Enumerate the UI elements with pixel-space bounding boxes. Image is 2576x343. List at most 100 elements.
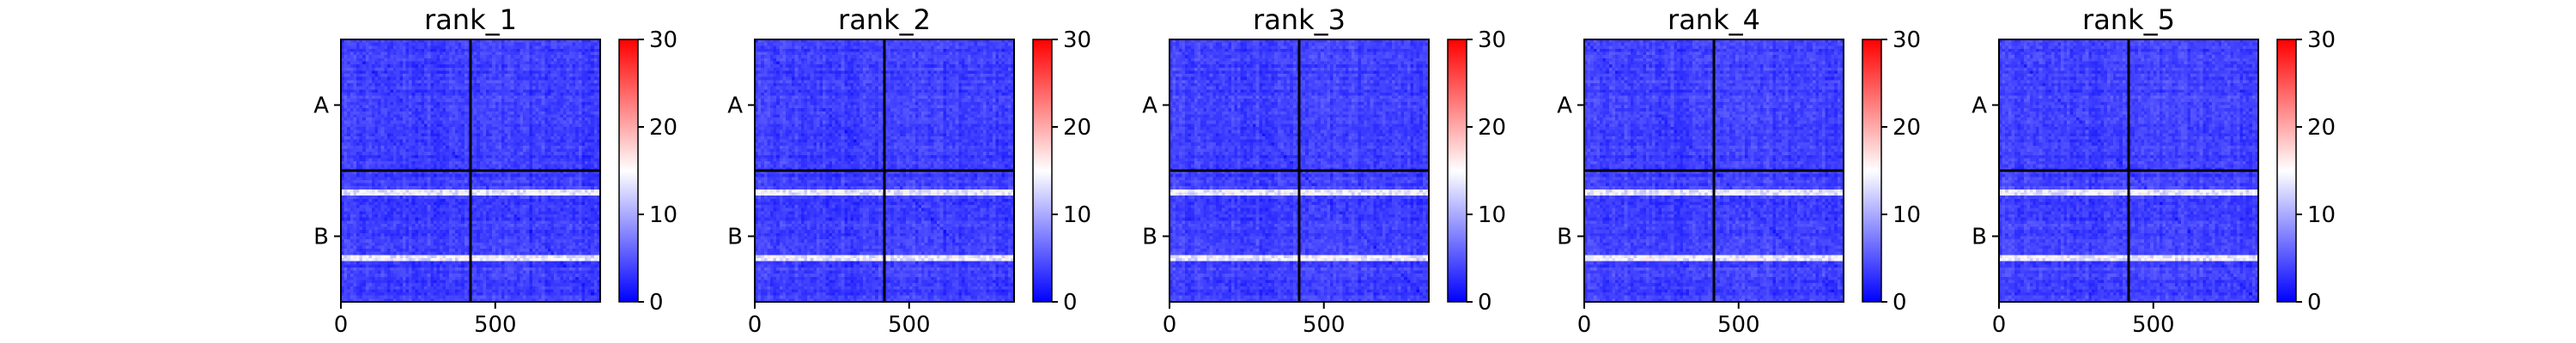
heatmap-cell <box>538 108 542 111</box>
heatmap-cell <box>591 130 594 134</box>
heatmap-cell <box>356 161 360 165</box>
heatmap-cell <box>566 158 569 161</box>
heatmap-cell <box>538 130 542 134</box>
heatmap-cell <box>391 62 394 65</box>
heatmap-cell <box>511 158 514 161</box>
heatmap-cell <box>452 58 455 62</box>
heatmap-cell <box>581 140 585 143</box>
heatmap-cell <box>387 149 391 153</box>
heatmap-cell <box>529 93 532 96</box>
heatmap-cell <box>495 68 499 71</box>
heatmap-cell <box>399 111 403 115</box>
heatmap-cell <box>368 70 372 74</box>
heatmap-cell <box>378 105 381 109</box>
heatmap-cell <box>393 83 397 87</box>
heatmap-cell <box>428 93 431 96</box>
heatmap-cell <box>532 70 536 74</box>
heatmap-cell <box>418 142 422 146</box>
heatmap-cell <box>505 45 508 49</box>
heatmap-cell <box>554 68 557 71</box>
heatmap-cell <box>436 102 440 105</box>
heatmap-cell <box>588 62 592 65</box>
heatmap-cell <box>505 43 508 46</box>
heatmap-cell <box>360 43 363 46</box>
heatmap-cell <box>594 70 598 74</box>
heatmap-cell <box>455 121 459 124</box>
heatmap-cell <box>378 146 381 149</box>
heatmap-cell <box>344 130 348 134</box>
heatmap-cell <box>501 68 505 71</box>
heatmap-cell <box>428 111 431 115</box>
heatmap-cell <box>520 96 524 99</box>
heatmap-cell <box>538 149 542 153</box>
heatmap-cell <box>372 99 375 102</box>
heatmap-cell <box>483 87 486 90</box>
heatmap-cell <box>511 111 514 115</box>
heatmap-cell <box>452 158 455 161</box>
heatmap-cell <box>532 68 536 71</box>
heatmap-cell <box>366 62 369 65</box>
heatmap-cell <box>378 117 381 121</box>
heatmap-cell <box>542 77 545 81</box>
heatmap-cell <box>523 55 526 58</box>
heatmap-cell <box>498 158 501 161</box>
heatmap-cell <box>544 87 548 90</box>
heatmap-cell <box>529 114 532 117</box>
heatmap-cell <box>375 158 379 161</box>
heatmap-cell <box>554 133 557 136</box>
heatmap-cell <box>581 45 585 49</box>
heatmap-cell <box>412 114 416 117</box>
heatmap-cell <box>529 130 532 134</box>
heatmap-cell <box>384 80 387 83</box>
heatmap-cell <box>350 158 354 161</box>
heatmap-cell <box>368 108 372 111</box>
heatmap-cell <box>498 105 501 109</box>
heatmap-cell <box>517 142 520 146</box>
heatmap-cell <box>588 121 592 124</box>
heatmap-cell <box>523 117 526 121</box>
heatmap-cell <box>436 96 440 99</box>
heatmap-cell <box>548 52 551 56</box>
heatmap-cell <box>428 117 431 121</box>
heatmap-cell <box>461 133 465 136</box>
heatmap-cell <box>452 45 455 49</box>
heatmap-cell <box>513 102 517 105</box>
heatmap-cell <box>544 117 548 121</box>
heatmap-cell <box>449 114 453 117</box>
heatmap-cell <box>436 149 440 153</box>
heatmap-cell <box>566 123 569 127</box>
heatmap-cell <box>362 155 366 159</box>
heatmap-cell <box>434 70 437 74</box>
heatmap-cell <box>366 83 369 87</box>
heatmap-cell <box>409 68 412 71</box>
heatmap-cell <box>406 108 410 111</box>
heatmap-cell <box>446 58 449 62</box>
heatmap-cell <box>399 142 403 146</box>
heatmap-cell <box>495 99 499 102</box>
heatmap-cell <box>486 87 489 90</box>
heatmap-cell <box>542 55 545 58</box>
heatmap-cell <box>573 136 576 140</box>
heatmap-cell <box>526 77 530 81</box>
heatmap-cell <box>523 142 526 146</box>
heatmap-cell <box>403 55 406 58</box>
heatmap-cell <box>455 161 459 165</box>
heatmap-cell <box>594 133 598 136</box>
heatmap-cell <box>461 142 465 146</box>
heatmap-cell <box>393 102 397 105</box>
heatmap-cell <box>353 80 356 83</box>
heatmap-cell <box>581 142 585 146</box>
heatmap-cell <box>452 96 455 99</box>
heatmap-cell <box>517 158 520 161</box>
heatmap-cell <box>579 133 582 136</box>
heatmap-cell <box>465 55 468 58</box>
heatmap-cell <box>507 142 511 146</box>
heatmap-cell <box>384 55 387 58</box>
heatmap-cell <box>406 155 410 159</box>
heatmap-cell <box>575 52 579 56</box>
heatmap-cell <box>542 123 545 127</box>
heatmap-cell <box>368 83 372 87</box>
heatmap-cell <box>588 146 592 149</box>
heatmap-cell <box>397 111 400 115</box>
heatmap-cell <box>591 155 594 159</box>
